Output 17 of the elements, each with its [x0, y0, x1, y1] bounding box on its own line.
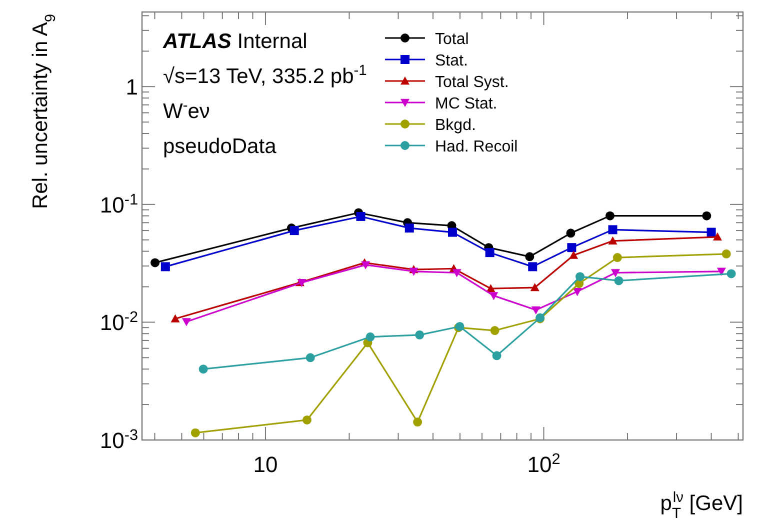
y-tick-label: 10$^{-1}$	[100, 190, 138, 218]
x-tick-label: 10	[253, 452, 278, 477]
y-tick-label: 1	[126, 74, 138, 100]
y-tick-label: 10$^{-2}$	[100, 308, 138, 336]
legend-label: Bkgd.	[435, 117, 476, 134]
legend-label: MC Stat.	[435, 96, 498, 112]
x-tick-label: 10$^{2}$	[527, 450, 560, 477]
legend-label: Stat.	[435, 52, 468, 70]
x-axis-title: p$_{T}$$^{lν}$ [GeV]	[660, 490, 743, 522]
annotation: W$^{-}$eν	[163, 98, 210, 123]
legend-label: Total	[435, 31, 469, 48]
annotation: pseudoData	[163, 135, 277, 158]
legend-label: Total Syst.	[435, 74, 509, 91]
y-tick-label: 10$^{-3}$	[100, 426, 138, 453]
annotation: ATLAS Internal	[162, 30, 308, 53]
annotation: √s=13 TeV, 335.2 pb$^{-1}$	[163, 63, 367, 88]
legend-label: Had. Recoil	[435, 138, 518, 156]
